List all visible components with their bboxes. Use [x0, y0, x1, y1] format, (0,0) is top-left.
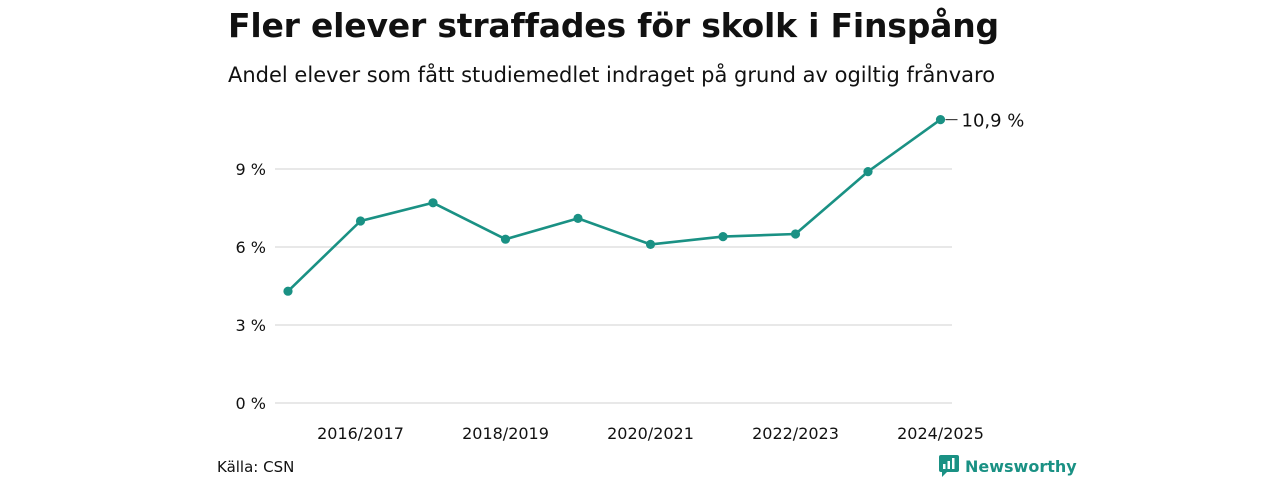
source-note: Källa: CSN: [217, 458, 295, 476]
x-tick-label: 2016/2017: [317, 424, 404, 443]
y-tick-label: 9 %: [236, 160, 266, 179]
chart-title: Fler elever straffades för skolk i Finsp…: [228, 6, 999, 45]
y-tick-label: 6 %: [236, 238, 266, 257]
newsworthy-logo: Newsworthy: [939, 455, 1077, 477]
line-chart: 0 % 3 % 6 % 9 % 2016/2017 2018/2019 2020/2021 2…: [236, 111, 1025, 443]
chart-subtitle: Andel elever som fått studiemedlet indra…: [228, 63, 996, 87]
data-point: [645, 239, 656, 249]
x-tick-label: 2022/2023: [752, 424, 839, 443]
data-point: [283, 286, 293, 296]
x-tick-label: 2018/2019: [462, 424, 549, 443]
x-tick-label: 2020/2021: [607, 424, 694, 443]
data-point: [573, 213, 583, 223]
x-tick-label: 2024/2025: [897, 424, 984, 443]
data-point: [500, 234, 511, 244]
newsworthy-icon: [939, 455, 959, 477]
end-value-label: 10,9 %: [962, 111, 1025, 132]
data-point: [718, 232, 728, 242]
data-point: [935, 115, 946, 125]
series-line: [286, 118, 942, 293]
data-point: [863, 167, 873, 177]
data-point: [428, 198, 438, 208]
y-tick-label: 0 %: [236, 394, 266, 413]
brand-name: Newsworthy: [965, 456, 1077, 476]
y-tick-label: 3 %: [236, 316, 266, 335]
data-point: [355, 216, 366, 226]
data-point: [790, 229, 801, 239]
